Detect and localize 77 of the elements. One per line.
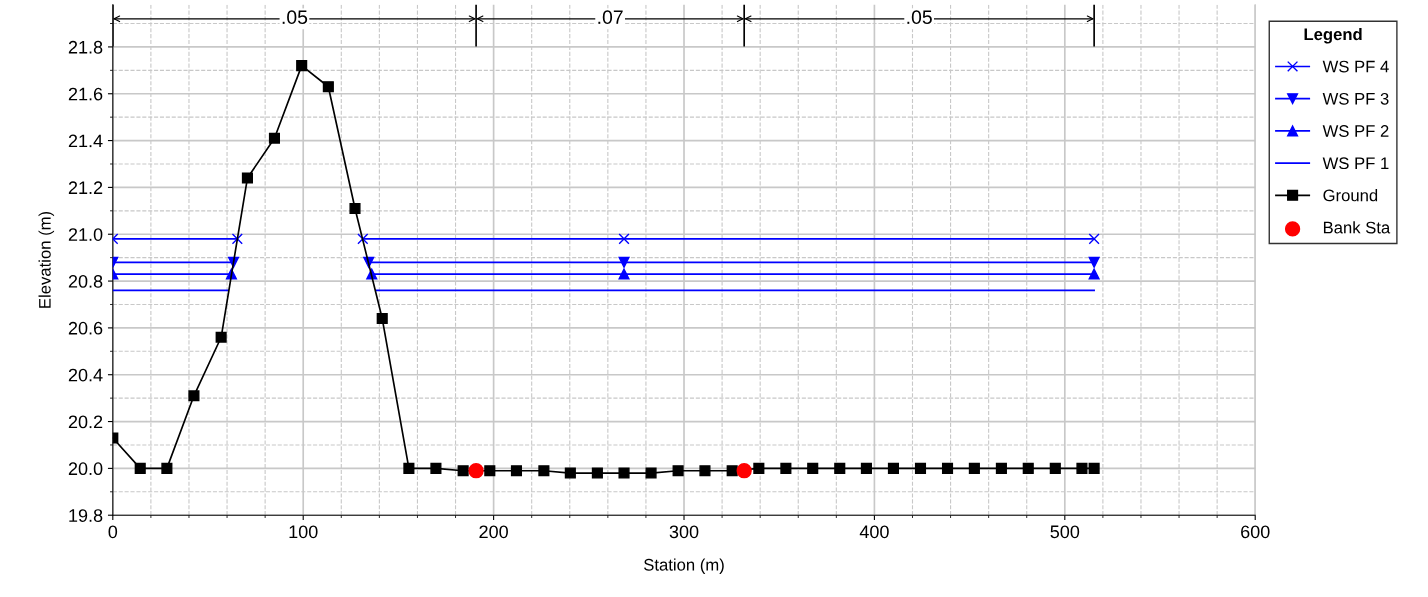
y-tick-label: 19.8 [69,509,103,522]
x-tick-label: 100 [289,525,318,539]
annotation: .05 [907,10,932,25]
y-tick-label: 21.8 [68,40,103,54]
y-tick-label: 21.6 [68,87,103,101]
point [618,268,630,280]
point [807,462,819,474]
point [134,462,146,474]
point [645,467,657,479]
x-axis-title: Station (m) [644,558,724,574]
point [618,256,630,268]
annotation: .05 [282,10,308,25]
point [188,390,200,402]
point [941,462,954,474]
point [995,462,1007,474]
point [887,462,900,474]
legend-label: WS PF 1 [1322,157,1389,170]
y-tick-label: 20.0 [68,462,103,476]
point [538,465,550,477]
x-tick-label: 600 [1241,525,1270,539]
point [161,462,173,474]
point [510,465,523,477]
y-tick-label: 21.4 [68,134,103,148]
legend-label: WS PF 4 [1322,60,1389,73]
point [215,331,227,343]
point [457,465,469,477]
point [834,462,846,474]
point [564,467,576,479]
point [430,462,442,474]
y-tick-label: 20.2 [68,415,103,429]
point [268,132,281,144]
y-axis-title: Elevation (m) [38,211,55,308]
point [296,60,308,72]
point [736,463,752,479]
point [1088,268,1100,280]
point [726,465,738,477]
legend-label: WS PF 2 [1322,125,1389,137]
point [780,462,792,474]
x-tick-label: 500 [1050,525,1080,539]
point [618,467,630,479]
point [968,462,980,474]
annotation: .07 [598,10,623,25]
y-tick-label: 20.8 [68,275,103,288]
point [357,233,369,245]
x-tick-label: 0 [108,525,118,539]
point [1088,462,1100,474]
point [860,462,872,474]
point [241,172,253,184]
point [231,233,243,245]
point [591,467,603,479]
point [753,462,765,474]
y-tick-label: 20.6 [68,321,103,335]
point [1049,462,1061,474]
point [618,233,630,245]
legend-label: Ground [1323,189,1378,202]
point [1088,233,1100,245]
point [376,312,388,325]
point [672,465,684,477]
x-tick-label: 400 [859,525,889,539]
y-tick-label: 21.2 [68,181,103,194]
point [1022,462,1034,474]
point [1088,256,1100,268]
point [699,465,711,477]
y-tick-label: 21.0 [68,228,103,241]
x-tick-label: 200 [479,525,508,539]
point [1076,462,1088,474]
point [914,462,927,474]
point [403,462,415,474]
legend-label: Bank Sta [1323,221,1391,234]
x-tick-label: 300 [669,525,699,539]
point [349,202,361,215]
point [322,81,334,93]
legend-label: WS PF 3 [1322,92,1389,105]
y-tick-label: 20.4 [68,368,103,382]
point [468,463,484,479]
point [484,465,496,477]
legend-title: Legend [1304,27,1362,44]
